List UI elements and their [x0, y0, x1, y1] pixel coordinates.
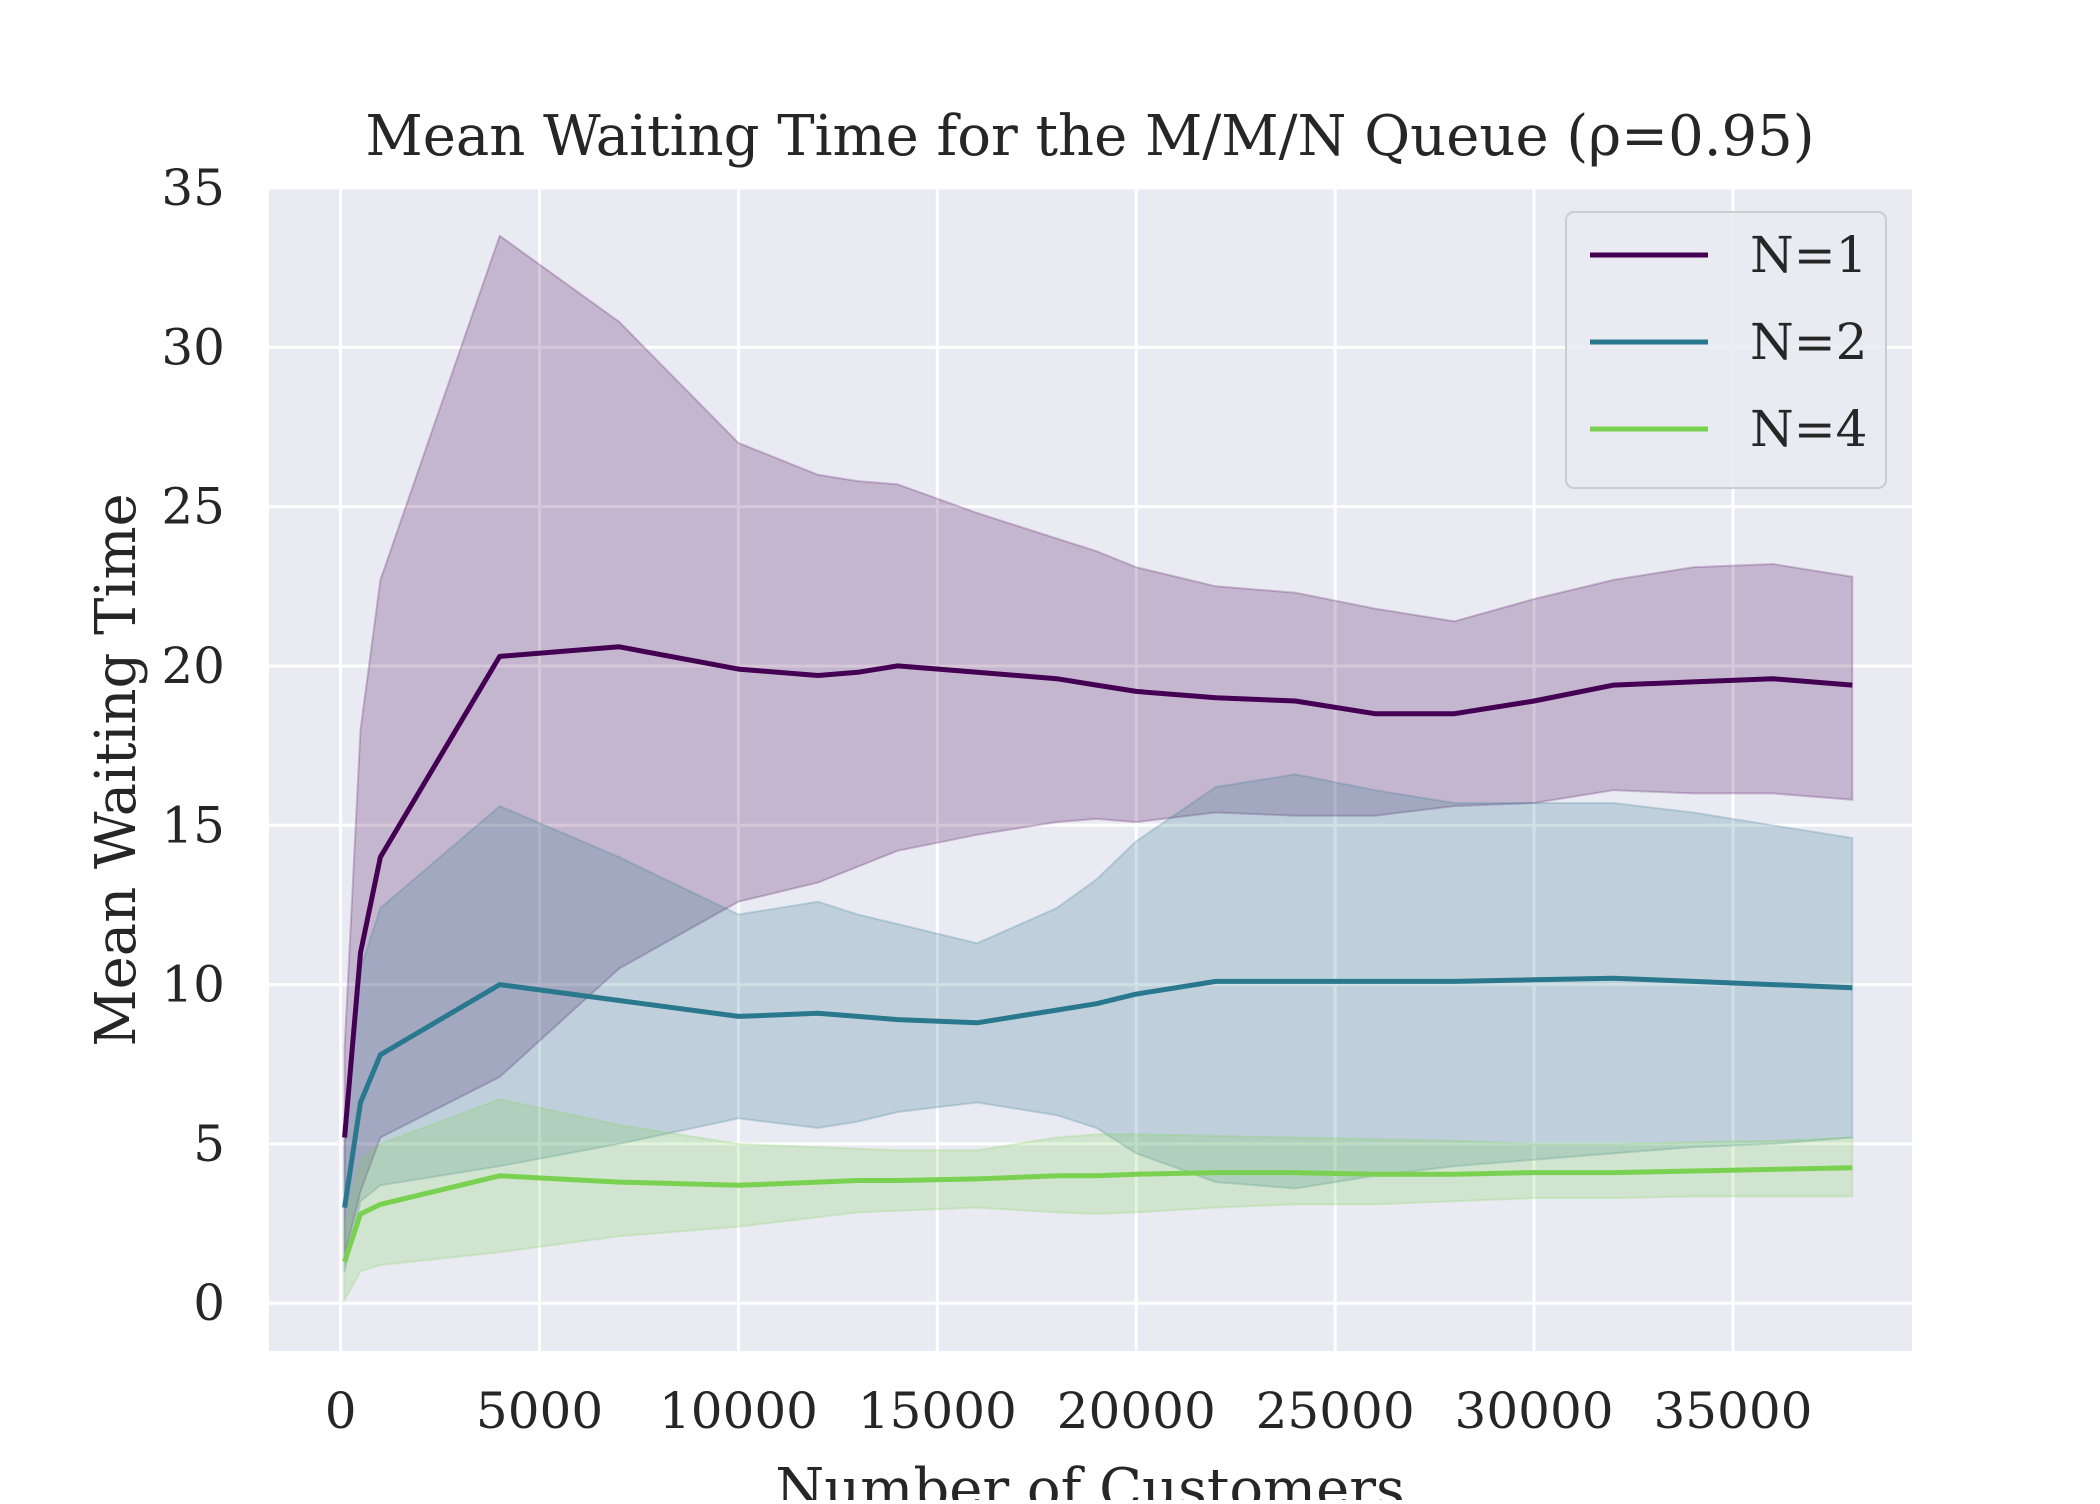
y-axis-ticks: 0 5 10 15 20 25 30 35	[161, 159, 225, 1332]
x-axis-label: Number of Customers	[775, 1457, 1405, 1500]
legend-label-series-0: N=1	[1750, 226, 1867, 284]
confidence-band-series-0	[343, 234, 1854, 1256]
y-tick-label: 15	[161, 796, 225, 854]
x-tick-label: 5000	[476, 1382, 603, 1440]
series-lines	[342, 644, 1853, 1263]
y-tick-label: 25	[161, 478, 225, 536]
y-axis-label: Mean Waiting Time	[84, 493, 149, 1046]
x-tick-label: 30000	[1455, 1382, 1614, 1440]
chart-title: Mean Waiting Time for the M/M/N Queue (ρ…	[365, 104, 1814, 169]
legend: N=1 N=2 N=4	[1565, 211, 1887, 489]
line-series-2	[342, 1165, 1853, 1263]
legend-label-series-1: N=2	[1750, 313, 1867, 371]
legend-label-series-2: N=4	[1750, 400, 1867, 458]
y-tick-label: 10	[161, 956, 225, 1014]
y-tick-label: 35	[161, 159, 225, 217]
x-tick-label: 25000	[1256, 1382, 1415, 1440]
x-tick-label: 10000	[659, 1382, 818, 1440]
x-tick-label: 35000	[1653, 1382, 1812, 1440]
y-tick-label: 0	[193, 1274, 225, 1332]
x-axis-ticks: 0 5000 10000 15000 20000 25000 30000 35000	[325, 1382, 1813, 1440]
line-series-0	[342, 644, 1853, 1138]
confidence-band-series-1	[343, 773, 1854, 1272]
confidence-bands	[343, 234, 1854, 1304]
line-series-1	[342, 975, 1853, 1208]
y-tick-label: 20	[161, 637, 225, 695]
x-tick-label: 0	[325, 1382, 357, 1440]
y-tick-label: 5	[193, 1115, 225, 1173]
confidence-band-series-2	[343, 1098, 1854, 1304]
x-tick-label: 20000	[1057, 1382, 1216, 1440]
legend-box	[1565, 211, 1887, 489]
x-tick-label: 15000	[858, 1382, 1017, 1440]
y-tick-label: 30	[161, 318, 225, 376]
